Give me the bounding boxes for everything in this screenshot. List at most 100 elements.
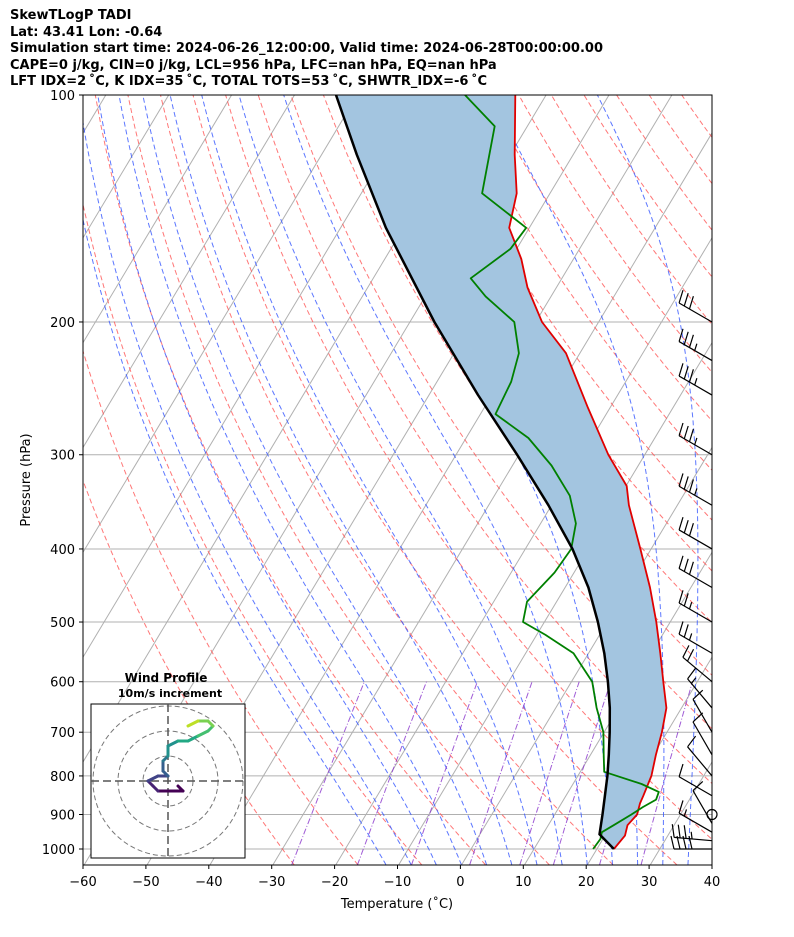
dry-adiabat [453, 95, 712, 471]
barb-flag [683, 476, 689, 490]
x-tick-label: −50 [132, 875, 159, 890]
dry-adiabat [420, 95, 712, 521]
barb-flag [683, 293, 689, 307]
barb-flag [682, 645, 690, 658]
y-tick-label: 100 [50, 89, 75, 104]
params-line: CAPE=0 j/kg, CIN=0 j/kg, LCL=956 hPa, LF… [10, 57, 497, 73]
barb-half-flag [690, 677, 697, 684]
dry-adiabat [714, 95, 794, 865]
x-tick-label: 0 [456, 875, 464, 890]
barb-flag [678, 590, 684, 604]
moist-adiabat [142, 95, 488, 865]
barb-flag [678, 800, 684, 814]
y-tick-label: 200 [50, 316, 75, 331]
barb-flag [692, 781, 704, 792]
barb-staff [678, 375, 713, 396]
moist-adiabat [283, 95, 588, 865]
dry-adiabat [485, 95, 712, 422]
barb-flag [688, 369, 694, 383]
barb-staff [692, 698, 713, 733]
barb-flag [683, 558, 689, 572]
isotherm [713, 95, 794, 865]
chart-title: SkewTLogP TADI [10, 8, 132, 23]
y-tick-label: 1000 [42, 843, 75, 858]
wind-barb [687, 667, 713, 709]
indices-line: LFT IDX=2 ˚C, K IDX=35 ˚C, TOTAL TOTS=53… [10, 74, 488, 89]
dry-adiabat [747, 95, 794, 865]
dry-adiabat [780, 95, 794, 865]
wind-barb [692, 689, 713, 733]
wind-barb [678, 800, 713, 833]
barb-half-flag [694, 343, 698, 351]
y-axis-label: Pressure (hPa) [19, 433, 34, 526]
barb-staff [692, 721, 713, 756]
barb-staff [687, 678, 713, 709]
x-tick-label: −10 [384, 875, 411, 890]
barb-half-flag [694, 378, 698, 386]
barb-flag [671, 824, 675, 838]
barb-half-flag [683, 809, 688, 817]
barb-staff [682, 656, 713, 683]
y-tick-label: 900 [50, 808, 75, 823]
dry-adiabat [257, 95, 712, 785]
y-tick-label: 600 [50, 676, 75, 691]
barb-staff [678, 529, 713, 550]
hodograph-segment [166, 739, 180, 748]
barb-flag [683, 825, 687, 839]
barb-half-flag [688, 633, 693, 641]
dry-adiabat [160, 95, 614, 865]
barb-half-flag [688, 602, 693, 610]
dry-adiabat [83, 202, 423, 865]
location-line: Lat: 43.41 Lon: -0.64 [10, 24, 163, 40]
x-tick-label: −60 [69, 875, 96, 890]
x-tick-label: −40 [195, 875, 222, 890]
dry-adiabat [648, 95, 712, 185]
hodograph-segment [146, 774, 160, 783]
wind-barb [678, 290, 713, 323]
barb-flag [678, 290, 684, 304]
barb-flag [688, 561, 694, 575]
temperature-line [508, 95, 668, 850]
isotherm [83, 95, 295, 449]
wind-barb [692, 781, 713, 824]
barb-flag [683, 366, 689, 380]
x-tick-label: 10 [515, 875, 532, 890]
wind-barb [678, 763, 713, 797]
barb-flag [678, 763, 684, 777]
x-tick-label: −20 [321, 875, 348, 890]
x-tick-label: 20 [578, 875, 595, 890]
hodograph-segment [196, 729, 210, 738]
barb-flag [686, 648, 695, 662]
barb-half-flag [690, 831, 693, 840]
barb-flag [683, 425, 689, 439]
mixing-ratio-line [552, 681, 612, 865]
moist-adiabat [97, 95, 437, 865]
x-axis-label: Temperature (˚C) [340, 896, 453, 912]
barb-flag [678, 328, 684, 342]
wind-barb [678, 473, 713, 506]
time-line: Simulation start time: 2024-06-26_12:00:… [10, 41, 603, 56]
wind-barb [687, 735, 713, 777]
barb-flag [688, 428, 694, 442]
dry-adiabat [225, 95, 712, 841]
barb-flag [688, 334, 694, 348]
hodograph-title: Wind Profile [125, 671, 208, 685]
axes: −60 −50 −40 −30 −20 −10 0 10 20 30 40 100 200 300 400 5… [42, 89, 720, 890]
moist-adiabat [238, 95, 563, 865]
mixing-ratio-line [411, 681, 478, 865]
x-tick-label: −30 [258, 875, 285, 890]
wind-barb [682, 645, 713, 683]
y-tick-label: 700 [50, 726, 75, 741]
isotherm [83, 95, 170, 239]
wind-barb [678, 422, 713, 456]
x-tick-label: 30 [641, 875, 658, 890]
dry-adiabat [94, 95, 486, 865]
isotherm [83, 95, 233, 344]
barb-staff [678, 812, 713, 833]
barb-staff [687, 746, 713, 777]
barb-flag [688, 296, 694, 310]
hodograph-segment [186, 719, 200, 728]
dry-adiabat [192, 95, 678, 865]
mixing-ratio-line [519, 681, 580, 865]
